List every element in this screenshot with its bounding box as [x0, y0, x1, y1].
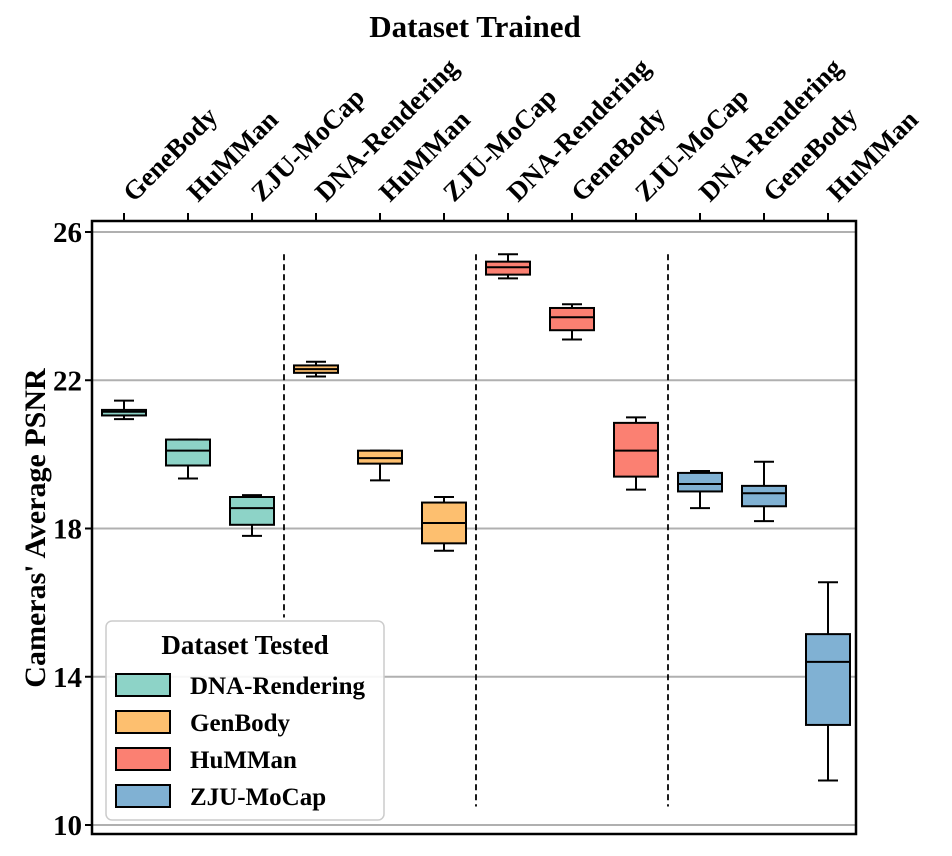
- y-tick-label: 14: [53, 662, 82, 694]
- legend-label: ZJU-MoCap: [190, 784, 326, 811]
- legend-frame: [105, 620, 385, 821]
- x-ticks: GeneBodyHuMManZJU-MoCapDNA-RenderingHuMM…: [117, 52, 924, 221]
- legend-swatch: [115, 673, 171, 697]
- box-7: [485, 253, 531, 280]
- legend-swatch: [115, 747, 171, 771]
- legend-entry: GenBody: [115, 710, 291, 737]
- box-8: [549, 303, 595, 341]
- legend-title: Dataset Tested: [161, 630, 328, 660]
- box-2: [165, 438, 211, 480]
- legend-entries: DNA-Rendering GenBody HuMMan ZJU-MoCap: [115, 673, 365, 811]
- box-iqr: [549, 306, 595, 332]
- box-4: [293, 360, 339, 378]
- box-iqr: [741, 484, 787, 508]
- chart-title: Dataset Trained: [369, 9, 581, 44]
- legend-entry: DNA-Rendering: [115, 673, 365, 700]
- box-iqr: [805, 633, 851, 726]
- legend-label: GenBody: [190, 710, 291, 737]
- box-10: [677, 470, 723, 510]
- box-1: [101, 399, 147, 421]
- legend: Dataset Tested DNA-Rendering GenBody HuMMa…: [105, 620, 385, 821]
- y-axis-label: Cameras' Average PSNR: [19, 368, 52, 688]
- box-3: [229, 494, 275, 537]
- legend-entry: HuMMan: [115, 747, 297, 774]
- box-iqr: [229, 495, 275, 526]
- y-tick-label: 26: [53, 217, 82, 249]
- y-tick-label: 18: [53, 514, 82, 546]
- legend-swatch: [115, 710, 171, 734]
- legend-label: HuMMan: [190, 747, 297, 774]
- box-5: [357, 449, 403, 482]
- y-ticks: 10 14 18 22 26: [53, 217, 92, 842]
- legend-label: DNA-Rendering: [190, 673, 365, 700]
- y-tick-label: 22: [53, 365, 82, 397]
- box-iqr: [165, 438, 211, 467]
- legend-entry: ZJU-MoCap: [115, 784, 326, 811]
- legend-swatch: [115, 784, 171, 808]
- box-9: [613, 416, 659, 491]
- box-6: [421, 495, 467, 552]
- box-11: [741, 460, 787, 523]
- box-iqr: [677, 471, 723, 493]
- y-tick-label: 10: [53, 810, 82, 842]
- boxes: [101, 253, 851, 782]
- box-12: [805, 581, 851, 782]
- group-separators: [283, 254, 669, 807]
